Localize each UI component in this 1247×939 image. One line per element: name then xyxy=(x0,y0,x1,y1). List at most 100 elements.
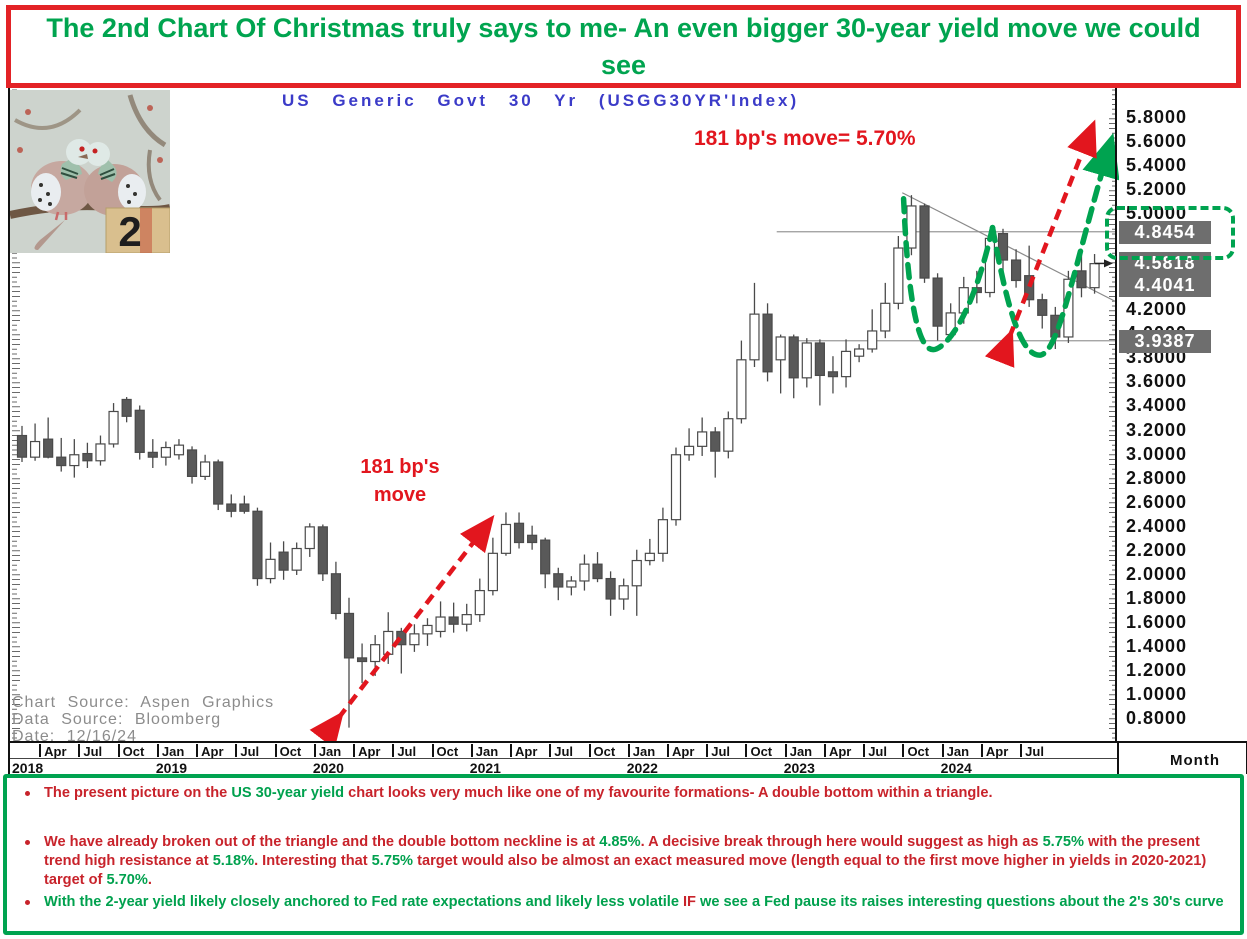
price-highlight-label: 3.9387 xyxy=(1119,329,1211,353)
x-axis-year-label: 2022 xyxy=(626,760,658,776)
commentary-bullet: The present picture on the US 30-year yi… xyxy=(7,784,1240,803)
y-axis-tick-label: 1.2000 xyxy=(1126,659,1188,680)
chart-plot-area xyxy=(8,88,1119,741)
y-axis-line xyxy=(1115,88,1117,772)
chart-title: US Generic Govt 30 Yr (USGG30YR'Index) xyxy=(282,91,800,110)
y-axis-tick-label: 0.8000 xyxy=(1126,708,1188,728)
x-axis-year-label: 2024 xyxy=(940,760,972,776)
x-axis-month-label: Jul xyxy=(863,744,902,759)
x-axis-year-label: 2023 xyxy=(783,760,815,776)
y-axis-tick-label: 2.6000 xyxy=(1126,491,1188,512)
x-axis-month-label: Apr xyxy=(510,744,549,759)
x-axis-strip: Month Apr Jul Oct Jan Apr Jul Oct Jan Apr Jul Oct J… xyxy=(8,741,1247,776)
y-axis-tick-label: 5.6000 xyxy=(1126,131,1188,152)
doves-illustration: 2 xyxy=(9,90,171,255)
x-axis-year-label: 2019 xyxy=(155,760,188,776)
commentary-bullet: We have already broken out of the triang… xyxy=(7,833,1240,890)
measured-move-line2: move xyxy=(373,484,427,506)
x-axis-month-label: Jul xyxy=(78,744,117,759)
x-axis-month-label: Jan xyxy=(156,744,196,759)
y-axis-tick-label: 5.8000 xyxy=(1126,107,1188,127)
commentary-text-segment: . Interesting that xyxy=(254,853,372,869)
commentary-text-segment: . xyxy=(147,872,152,888)
x-axis-month-label: Jul xyxy=(235,744,274,759)
month-row-divider xyxy=(10,758,1119,759)
x-axis-month-label: Jul xyxy=(706,744,745,759)
x-axis-month-label: Apr xyxy=(196,744,235,759)
badge-number: 2 xyxy=(118,208,141,253)
y-axis-labels: 5.80005.60005.40005.20005.00004.80004.60… xyxy=(1117,88,1247,772)
y-axis-tick-label: 1.6000 xyxy=(1126,611,1188,632)
commentary-text-segment: we see a Fed pause its raises interestin… xyxy=(695,894,1224,910)
commentary-text-segment: 5.70% xyxy=(106,872,148,888)
source-block: Chart Source: Aspen Graphics Data Source… xyxy=(12,694,274,745)
x-axis-unit-label: Month xyxy=(1170,752,1220,769)
x-axis-month-label: Jul xyxy=(392,744,431,759)
page-title: The 2nd Chart Of Christmas truly says to… xyxy=(46,12,1201,80)
x-axis-month-label: Apr xyxy=(823,744,863,759)
x-axis-year-label: 2021 xyxy=(469,760,501,776)
x-axis-month-label: Jan xyxy=(313,744,353,759)
x-axis-month-label: Oct xyxy=(117,744,157,759)
chart-source-line: Chart Source: Aspen Graphics xyxy=(12,694,275,711)
commentary-text-segment: with the present trend high resistance a… xyxy=(44,834,1200,869)
y-axis-tick-label: 4.2000 xyxy=(1126,299,1188,320)
commentary-text-segment: We have already broken out of the triang… xyxy=(44,834,600,850)
commentary-text-segment: With the 2-year yield likely closely anc… xyxy=(44,894,683,910)
x-axis-month-label: Apr xyxy=(353,744,392,759)
y-axis-tick-label: 3.0000 xyxy=(1126,443,1188,464)
x-axis-month-label: Jan xyxy=(627,744,667,759)
title-banner: The 2nd Chart Of Christmas truly says to… xyxy=(6,5,1241,88)
y-axis-tick-label: 5.4000 xyxy=(1126,155,1188,176)
commentary-text-segment: 4.85% xyxy=(599,834,641,850)
candlestick-plot xyxy=(12,89,1119,741)
x-axis-month-label: Apr xyxy=(667,744,706,759)
commentary-text-segment: . A decisive break through here would su… xyxy=(640,834,1043,850)
x-axis-month-label: Jan xyxy=(470,744,510,759)
bullet-dot xyxy=(25,791,30,796)
y-axis-tick-label: 2.8000 xyxy=(1126,467,1188,488)
x-axis-month-label: Jan xyxy=(941,744,981,759)
y-axis-tick-label: 3.2000 xyxy=(1126,419,1188,440)
commentary-bullet: With the 2-year yield likely closely anc… xyxy=(7,893,1240,912)
x-axis-month-label: Jan xyxy=(784,744,824,759)
commentary-text-segment: chart looks very much like one of my fav… xyxy=(344,785,993,801)
x-axis-month-label: Oct xyxy=(274,744,314,759)
commentary-text-segment: 5.18% xyxy=(212,853,255,869)
x-axis-month-label: Oct xyxy=(431,744,471,759)
y-axis-tick-label: 1.0000 xyxy=(1126,683,1188,704)
price-highlight-label: 4.8454 xyxy=(1119,220,1211,244)
bullet-dot xyxy=(25,840,30,845)
commentary-text-segment: target would also be almost an exact mea… xyxy=(44,853,1207,888)
target-annotation: 181 bp's move= 5.70% xyxy=(694,127,916,150)
date-line: Date: 12/16/24 xyxy=(12,728,137,745)
x-axis-year-label: 2018 xyxy=(12,760,44,776)
commentary-text-segment: 5.75% xyxy=(1042,834,1084,850)
y-axis-tick-label: 2.4000 xyxy=(1126,515,1188,536)
x-axis-month-label: Apr xyxy=(980,744,1020,759)
y-axis-tick-label: 1.8000 xyxy=(1126,587,1188,608)
x-axis-month-label: Oct xyxy=(902,744,941,759)
x-axis-month-label: Oct xyxy=(745,744,784,759)
commentary-text-segment: The present picture on the xyxy=(44,785,232,801)
commentary-text-segment: US 30-year yield xyxy=(231,785,345,801)
bullet-dot xyxy=(25,900,30,905)
x-axis-year-label: 2020 xyxy=(312,760,344,776)
doves-image: 2 xyxy=(9,90,171,255)
measured-move-annotation: 181 bp's move xyxy=(340,453,460,509)
y-axis-tick-label: 3.4000 xyxy=(1126,395,1188,416)
commentary-text-segment: 5.75% xyxy=(371,853,414,869)
y-axis-tick-label: 5.2000 xyxy=(1126,179,1188,200)
y-axis-tick-label: 1.4000 xyxy=(1126,635,1188,656)
data-source-line: Data Source: Bloomberg xyxy=(12,711,222,728)
measured-move-line1: 181 bp's xyxy=(360,456,440,478)
y-axis-tick-label: 2.0000 xyxy=(1126,563,1188,584)
y-axis-tick-label: 3.6000 xyxy=(1126,371,1188,392)
x-axis-month-label: Apr xyxy=(39,744,78,759)
x-axis-month-label: Jul xyxy=(1020,744,1059,759)
commentary-panel: The present picture on the US 30-year yi… xyxy=(3,774,1244,935)
x-axis-month-label: Oct xyxy=(588,744,628,759)
y-axis-tick-label: 2.2000 xyxy=(1126,539,1188,560)
x-axis-end-line xyxy=(1117,743,1119,774)
x-axis-month-label: Jul xyxy=(549,744,588,759)
